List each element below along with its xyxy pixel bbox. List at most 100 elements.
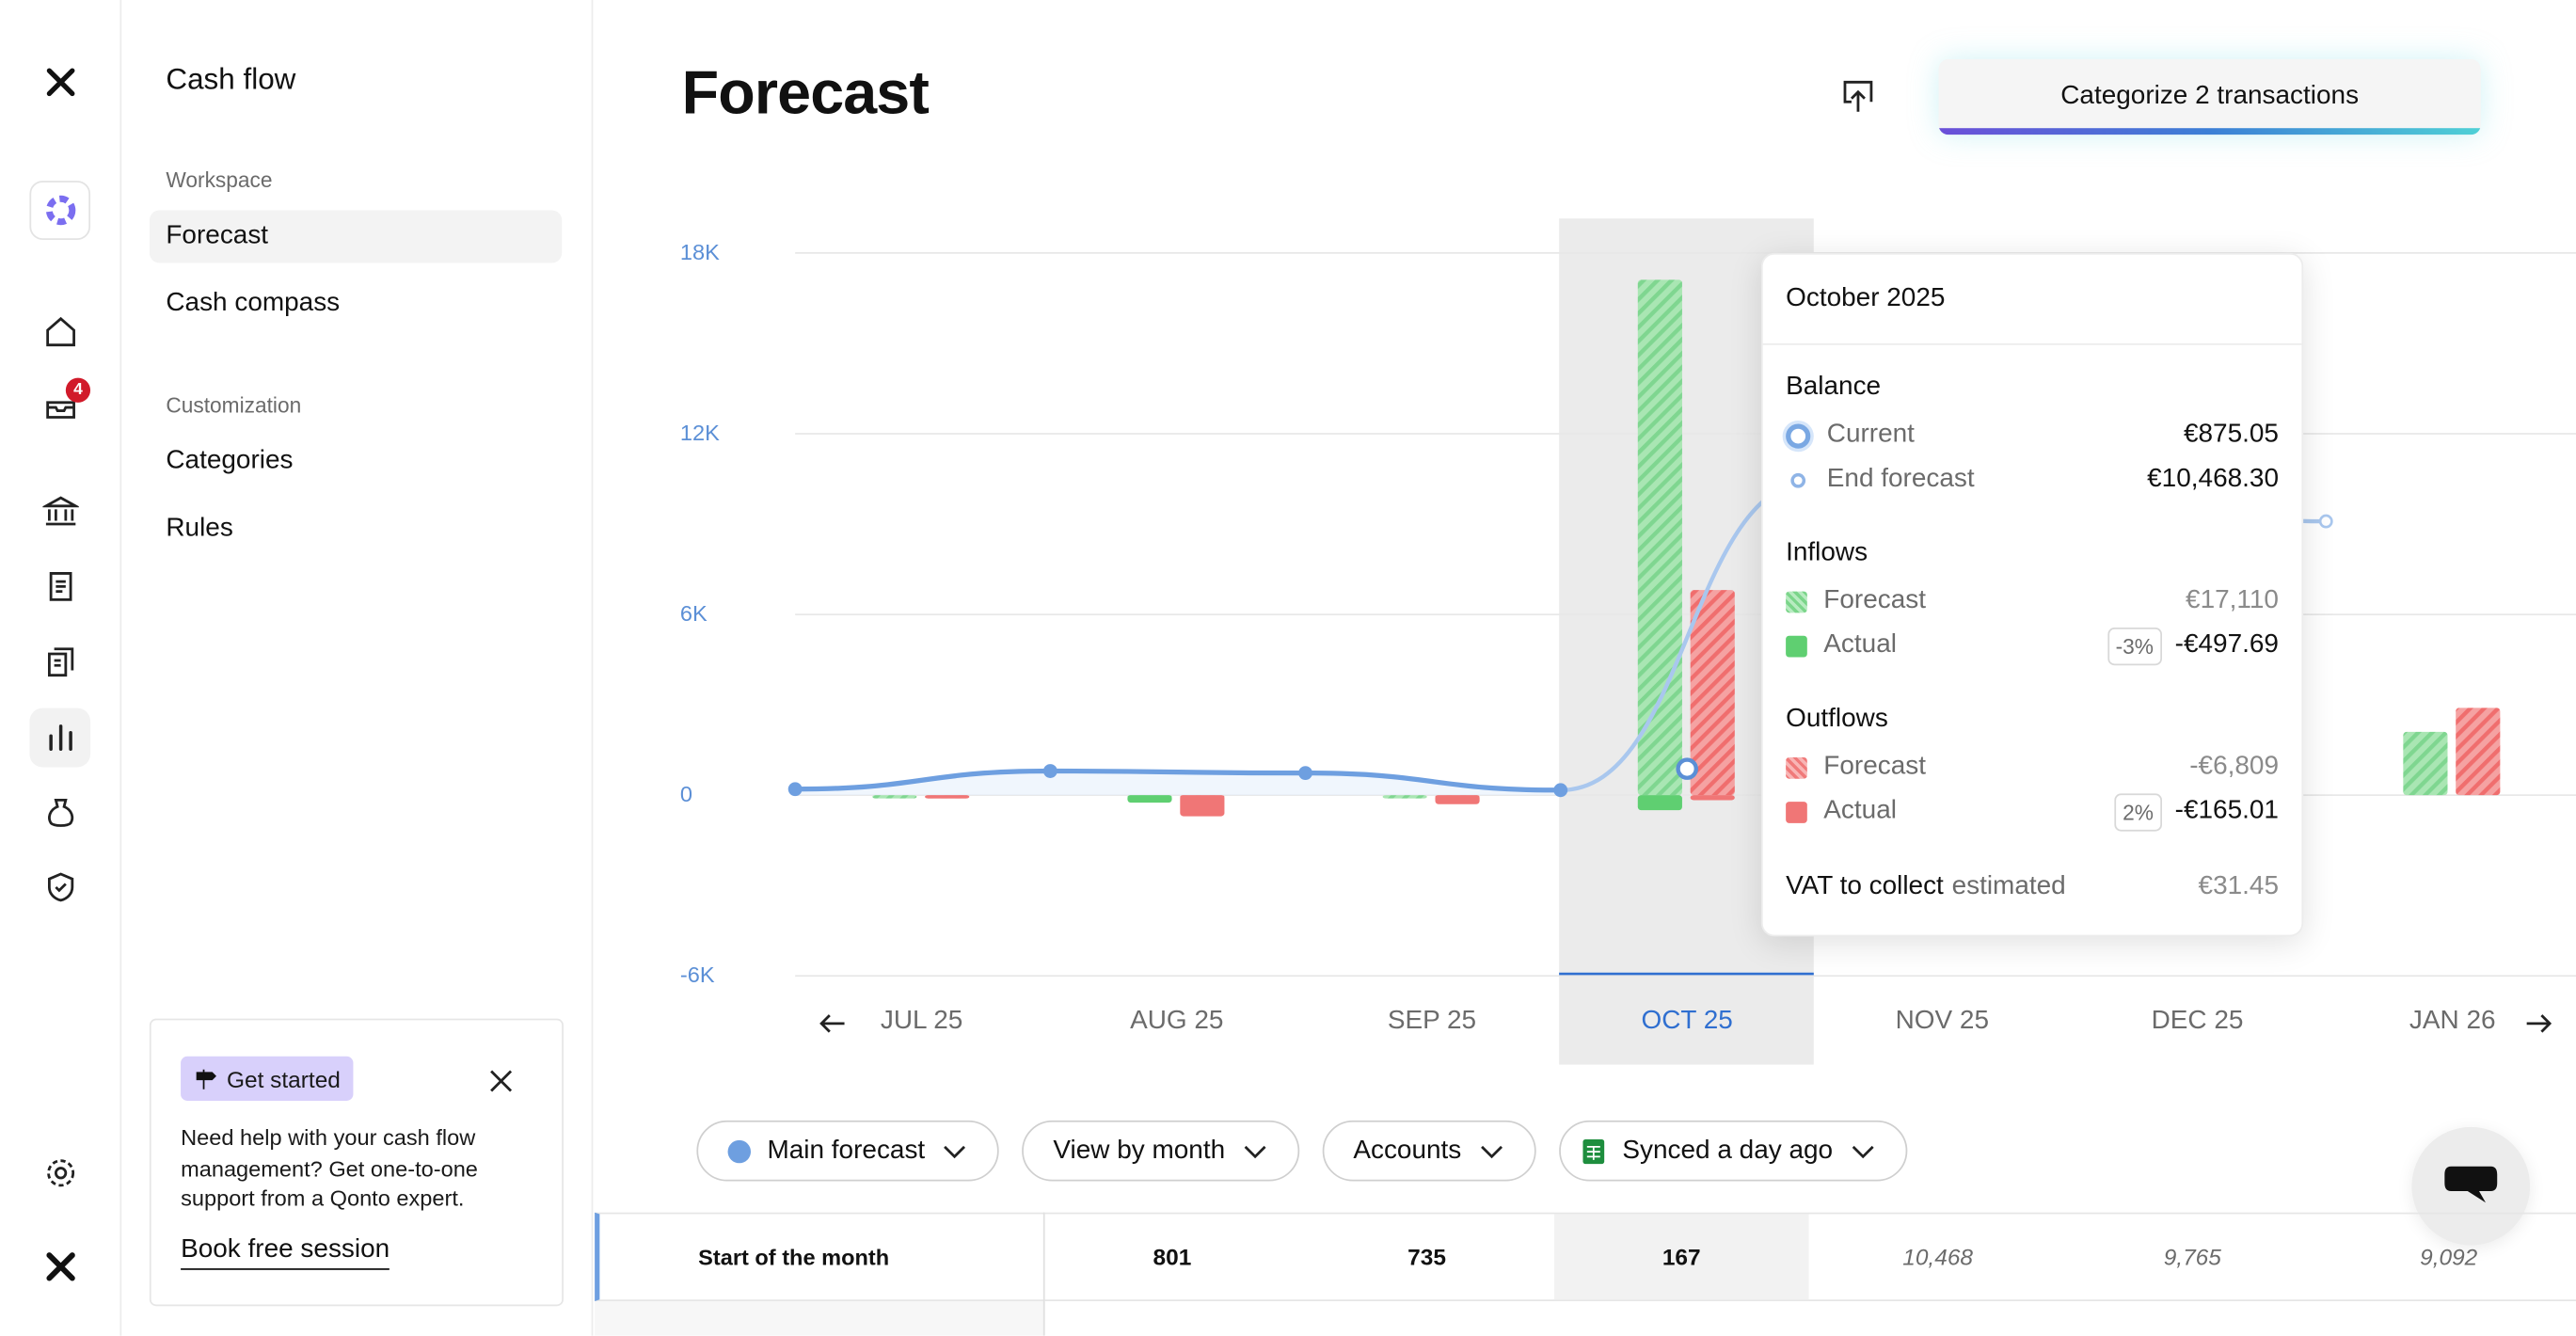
tooltip-inflow-actual-row: Actual -3% -€497.69 <box>1786 627 2279 665</box>
x-tick-label[interactable]: DEC 25 <box>2151 1007 2244 1036</box>
tooltip-outflow-forecast-row: Forecast -€6,809 <box>1786 749 2279 785</box>
shield-icon[interactable] <box>29 858 90 917</box>
inflow-forecast-bar[interactable] <box>1382 795 1427 799</box>
inflow-actual-bar[interactable] <box>1127 795 1172 803</box>
balance-point[interactable] <box>1298 766 1312 781</box>
outflow-actual-bar[interactable] <box>1435 795 1480 804</box>
balance-point[interactable] <box>1042 764 1057 778</box>
sidebar: Cash flow Workspace Forecast Cash compas… <box>122 0 594 1336</box>
get-started-card: Get started Need help with your cash flo… <box>149 1018 564 1307</box>
table-cell[interactable]: 735 <box>1407 1243 1446 1270</box>
tooltip-in-actual-label: Actual <box>1823 630 1897 660</box>
balance-point[interactable] <box>787 782 803 797</box>
home-icon[interactable] <box>29 302 90 361</box>
x-tick-label[interactable]: JUL 25 <box>880 1007 963 1036</box>
sidebar-title: Cash flow <box>166 62 296 96</box>
chat-button[interactable] <box>2411 1126 2531 1246</box>
start-of-month-label: Start of the month <box>595 1212 1045 1301</box>
x-tick-label[interactable]: AUG 25 <box>1130 1007 1224 1036</box>
current-marker-icon <box>1786 422 1811 448</box>
sidebar-item-categories[interactable]: Categories <box>166 446 294 475</box>
invoices-icon[interactable] <box>29 557 90 616</box>
tooltip-inflow-forecast-row: Forecast €17,110 <box>1786 583 2279 619</box>
chevron-down-icon <box>944 1144 966 1158</box>
table-cell[interactable]: 9,765 <box>2163 1243 2221 1270</box>
outflow-actual-bar[interactable] <box>1690 795 1735 801</box>
view-by-month-label: View by month <box>1053 1136 1226 1165</box>
inflow-forecast-bar[interactable] <box>872 795 917 799</box>
qonto-logo-icon[interactable] <box>29 1237 90 1296</box>
x-tick-label[interactable]: OCT 25 <box>1641 1007 1733 1036</box>
synced-label: Synced a day ago <box>1622 1136 1834 1165</box>
qonto-logo-icon[interactable] <box>29 53 90 112</box>
cash-table: Start of the month 801 735 167 10,468 9,… <box>595 1212 2576 1336</box>
categorize-transactions-button[interactable]: Categorize 2 transactions <box>1938 58 2481 135</box>
inflow-forecast-bar[interactable] <box>2403 731 2448 796</box>
inflow-forecast-bar[interactable] <box>1637 279 1682 796</box>
synced-dropdown[interactable]: Synced a day ago <box>1558 1120 1907 1182</box>
categorize-label: Categorize 2 transactions <box>2060 82 2360 110</box>
sidebar-section-workspace: Workspace <box>166 167 273 193</box>
sidebar-section-customization: Customization <box>166 392 302 418</box>
balance-point[interactable] <box>1553 783 1568 798</box>
chevron-down-icon <box>1852 1144 1873 1158</box>
accounts-dropdown[interactable]: Accounts <box>1322 1120 1535 1182</box>
chart-prev-arrow-icon[interactable] <box>815 1006 851 1042</box>
outflow-forecast-bar[interactable] <box>2456 708 2501 796</box>
tooltip-vat-label: VAT to collect <box>1786 872 1944 900</box>
inflow-actual-bar[interactable] <box>1637 795 1682 811</box>
view-by-month-dropdown[interactable]: View by month <box>1022 1120 1299 1182</box>
bank-icon[interactable] <box>29 482 90 541</box>
cash-flow-chart-icon[interactable] <box>29 708 91 768</box>
sidebar-item-rules[interactable]: Rules <box>166 514 233 543</box>
tooltip-end-forecast-row: End forecast €10,468.30 <box>1786 462 2279 498</box>
main-forecast-dropdown[interactable]: Main forecast <box>696 1120 999 1182</box>
export-icon[interactable] <box>1836 72 1882 119</box>
tooltip-title: October 2025 <box>1762 255 2302 345</box>
get-started-chip: Get started <box>181 1056 354 1101</box>
month-tooltip: October 2025 Balance Current €875.05 End… <box>1760 252 2304 937</box>
forecast-dot-icon <box>727 1138 752 1163</box>
tooltip-vat-sub: estimated <box>1951 872 2066 900</box>
x-tick-label[interactable]: NOV 25 <box>1895 1007 1990 1036</box>
table-cell[interactable]: 167 <box>1553 1214 1809 1300</box>
table-cell[interactable]: 9,092 <box>2420 1243 2478 1270</box>
outflow-actual-swatch <box>1786 801 1807 822</box>
sidebar-item-forecast[interactable]: Forecast <box>149 210 563 263</box>
table-cell[interactable]: 801 <box>1153 1243 1192 1270</box>
tooltip-end-label: End forecast <box>1826 465 1975 493</box>
outflow-forecast-bar[interactable] <box>1690 590 1735 796</box>
outflow-forecast-swatch <box>1786 756 1807 778</box>
forecast-chart: 18K 12K 6K 0 -6K JUL 25 AUG 25 SEP 25 OCT 25 NOV… <box>595 198 2576 1085</box>
tooltip-inflows-heading: Inflows <box>1786 538 1868 567</box>
get-started-label: Get started <box>226 1065 341 1092</box>
tooltip-vat-row: VAT to collect estimated €31.45 <box>1786 869 2279 905</box>
documents-icon[interactable] <box>29 632 90 692</box>
icon-rail: 4 <box>0 0 122 1336</box>
savings-icon[interactable] <box>29 784 90 843</box>
chart-next-arrow-icon[interactable] <box>2520 1006 2556 1042</box>
tooltip-current-value: €875.05 <box>2183 421 2279 449</box>
balance-line-actual <box>795 768 1561 793</box>
signpost-icon <box>196 1068 216 1089</box>
chevron-down-icon <box>1244 1144 1266 1158</box>
tooltip-in-forecast-value: €17,110 <box>2186 586 2279 615</box>
table-cell[interactable]: 10,468 <box>1902 1243 1974 1270</box>
balance-point[interactable] <box>2318 514 2333 529</box>
book-session-link[interactable]: Book free session <box>181 1234 390 1269</box>
chart-filters: Main forecast View by month Accounts Syn… <box>696 1120 1907 1182</box>
sidebar-item-cash-compass[interactable]: Cash compass <box>166 289 341 318</box>
current-balance-point[interactable] <box>1676 757 1698 780</box>
start-of-month-row: 801 735 167 10,468 9,765 9,092 <box>1044 1212 2576 1301</box>
close-icon[interactable] <box>483 1063 518 1099</box>
outflow-actual-bar[interactable] <box>1180 795 1225 817</box>
settings-icon[interactable] <box>29 1143 90 1202</box>
outflow-actual-bar[interactable] <box>925 795 970 799</box>
main-forecast-label: Main forecast <box>767 1136 926 1165</box>
tooltip-current-label: Current <box>1826 421 1915 449</box>
tooltip-outflow-actual-row: Actual 2% -€165.01 <box>1786 792 2279 831</box>
x-tick-label[interactable]: SEP 25 <box>1387 1007 1477 1036</box>
inbox-icon[interactable]: 4 <box>29 376 91 436</box>
app-logo-icon[interactable] <box>29 181 91 240</box>
x-tick-label[interactable]: JAN 26 <box>2409 1007 2496 1036</box>
